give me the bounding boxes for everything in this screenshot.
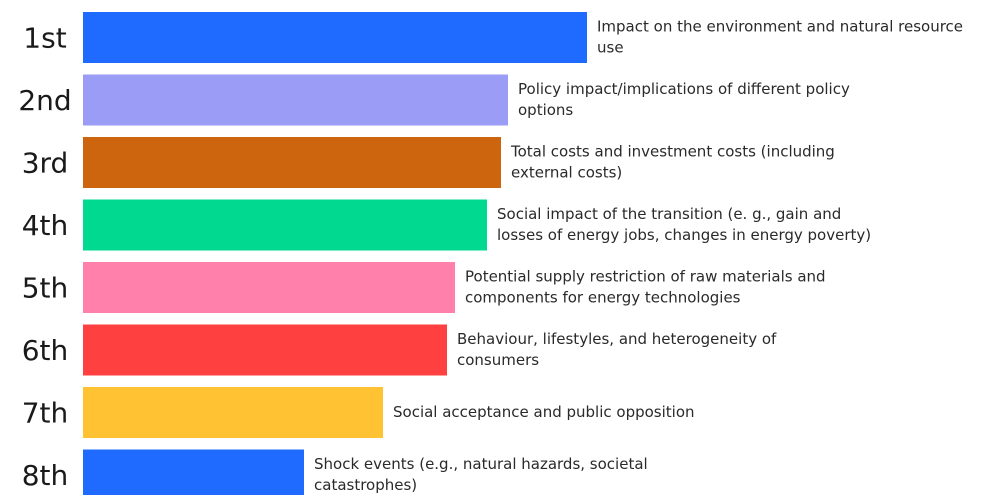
bar-label: Social acceptance and public opposition [393, 403, 695, 421]
rank-label: 4th [22, 209, 69, 242]
bar-label: Policy impact/implications of different … [518, 80, 850, 98]
rank-label: 5th [22, 272, 69, 305]
bar-label: Potential supply restriction of raw mate… [465, 268, 826, 286]
bar [83, 324, 447, 376]
bar [83, 262, 455, 313]
rank-label: 1st [23, 22, 66, 55]
bar-label: external costs) [511, 164, 622, 182]
bar [83, 12, 587, 63]
bar [83, 137, 501, 188]
bar-label: losses of energy jobs, changes in energy… [497, 226, 871, 244]
bar [83, 449, 304, 495]
rank-label: 2nd [18, 84, 71, 117]
bar-label: Behaviour, lifestyles, and heterogeneity… [457, 330, 777, 348]
bar [83, 387, 383, 438]
bar-label: Shock events (e.g., natural hazards, soc… [314, 455, 648, 473]
rank-label: 3rd [22, 147, 69, 180]
bar [83, 74, 508, 126]
bar-label: components for energy technologies [465, 289, 741, 307]
rank-label: 8th [22, 459, 69, 492]
rank-label: 6th [22, 334, 69, 367]
bar-label: Total costs and investment costs (includ… [510, 143, 835, 161]
rank-label: 7th [22, 397, 69, 430]
bar-label: Social impact of the transition (e. g., … [497, 205, 841, 223]
bar-label: catastrophes) [314, 476, 417, 494]
bar-label: options [518, 101, 573, 119]
bar-label: consumers [457, 351, 539, 369]
bar [83, 199, 487, 251]
bar-label: Impact on the environment and natural re… [597, 18, 963, 36]
bar-label: use [597, 39, 624, 57]
